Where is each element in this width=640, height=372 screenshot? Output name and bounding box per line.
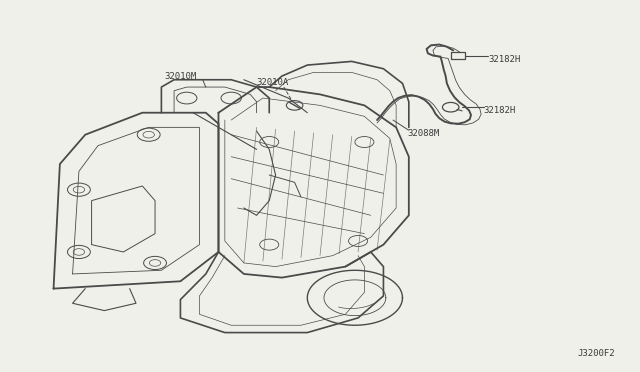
Text: 32182H: 32182H (484, 106, 516, 115)
Text: 32088M: 32088M (408, 129, 440, 138)
Text: 32010A: 32010A (257, 78, 289, 87)
Text: 32010M: 32010M (164, 71, 197, 81)
Text: 32182H: 32182H (488, 55, 520, 64)
Text: J3200F2: J3200F2 (577, 349, 615, 358)
